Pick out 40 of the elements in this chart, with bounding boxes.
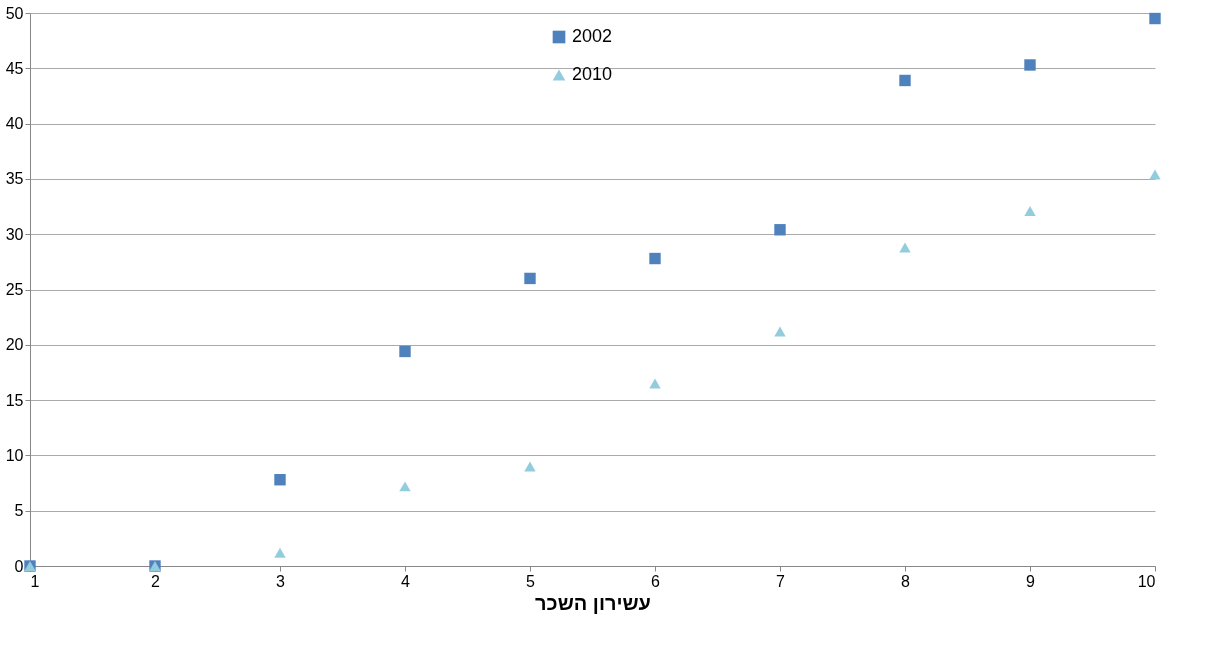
point [1149, 12, 1161, 25]
point [899, 74, 911, 87]
point [1024, 59, 1036, 71]
x-tick-label: 7 [776, 572, 786, 590]
x-tick-label: 1 [30, 572, 40, 590]
y-tick-label: 25 [5, 281, 24, 298]
point [274, 547, 286, 558]
x-axis-title: עשירון השכר [535, 591, 651, 614]
legend-label: 2002 [572, 26, 613, 46]
x-tick-label: 9 [1026, 572, 1036, 590]
y-tick-label: 35 [5, 170, 24, 188]
y-tick-label: 20 [5, 336, 24, 354]
y-tick-label: 45 [5, 59, 24, 77]
x-tick-label: 2 [151, 572, 161, 590]
y-tick-label: 10 [5, 446, 24, 464]
y-tick-label: 40 [5, 115, 24, 133]
x-tick-label: 6 [651, 572, 661, 590]
y-tick-label: 15 [5, 391, 24, 409]
point [774, 224, 786, 236]
x-tick-label: 5 [526, 572, 536, 590]
point [399, 481, 411, 492]
point [774, 326, 786, 337]
point [274, 474, 286, 486]
point [649, 378, 661, 389]
point [899, 242, 911, 253]
y-tick-label: 0 [14, 557, 24, 575]
x-tick-label: 10 [1137, 572, 1156, 590]
point [1024, 206, 1036, 216]
point [524, 461, 536, 472]
x-tick-label: 3 [276, 572, 286, 590]
x-tick-label: 4 [401, 572, 411, 590]
legend-label: 2010 [572, 64, 613, 84]
point [1149, 169, 1161, 180]
point [524, 272, 536, 285]
x-tick-label: 8 [901, 572, 911, 590]
y-tick-label: 5 [14, 502, 24, 520]
y-tick-label: 30 [5, 225, 24, 243]
y-tick-label: 50 [5, 4, 24, 22]
point [399, 345, 411, 358]
point [649, 252, 661, 265]
